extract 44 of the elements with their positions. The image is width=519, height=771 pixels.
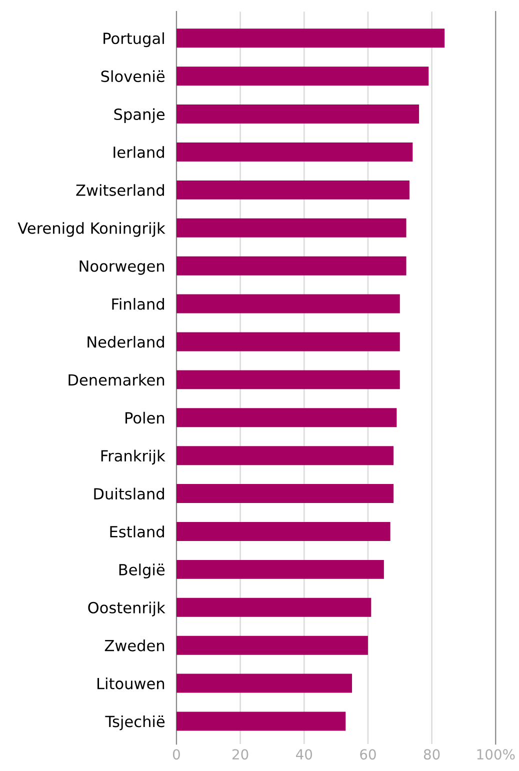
y-tick-label: Zwitserland xyxy=(76,184,164,196)
bar xyxy=(176,294,400,314)
y-tick-label: Denemarken xyxy=(68,374,164,386)
bar xyxy=(176,370,400,390)
bar xyxy=(176,332,400,352)
bar xyxy=(176,446,394,466)
bar xyxy=(176,484,394,504)
x-tick-label: 0 xyxy=(172,749,180,760)
bar xyxy=(176,598,372,617)
y-tick-label: Frankrijk xyxy=(101,450,166,465)
x-tick-label: 60 xyxy=(360,749,376,760)
y-tick-label: Polen xyxy=(126,412,164,424)
y-tick-label: Spanje xyxy=(114,108,165,124)
y-tick-label: Noorwegen xyxy=(80,260,164,275)
y-tick-label: Tsjechië xyxy=(105,715,165,730)
y-tick-label: Litouwen xyxy=(97,677,164,690)
y-tick-label: Slovenië xyxy=(101,70,165,82)
y-tick-label: Oostenrijk xyxy=(88,602,166,616)
y-tick-label: België xyxy=(119,564,165,578)
x-tick-label: 40 xyxy=(296,749,312,760)
bar xyxy=(176,66,429,86)
bar xyxy=(176,256,406,276)
bar xyxy=(176,560,384,579)
y-tick-label: Zweden xyxy=(104,640,164,652)
bar xyxy=(176,142,413,162)
y-tick-label: Ierland xyxy=(114,146,164,158)
bar xyxy=(176,28,445,48)
y-tick-label: Nederland xyxy=(88,336,164,348)
bar xyxy=(176,522,390,541)
y-tick-label: Duitsland xyxy=(94,488,164,500)
bar xyxy=(176,180,410,200)
y-tick-label: Verenigd Koningrijk xyxy=(18,222,166,237)
bar xyxy=(176,674,352,693)
x-tick-label: 100% xyxy=(477,749,515,760)
bar xyxy=(176,408,397,428)
bar xyxy=(176,636,368,655)
bar xyxy=(176,218,406,238)
x-tick-label: 80 xyxy=(424,749,440,760)
y-tick-label: Finland xyxy=(112,298,164,310)
bar xyxy=(176,712,346,731)
y-tick-label: Estland xyxy=(110,526,164,538)
bar xyxy=(176,104,420,124)
y-tick-label: Portugal xyxy=(104,32,164,48)
x-tick-label: 20 xyxy=(232,749,248,760)
